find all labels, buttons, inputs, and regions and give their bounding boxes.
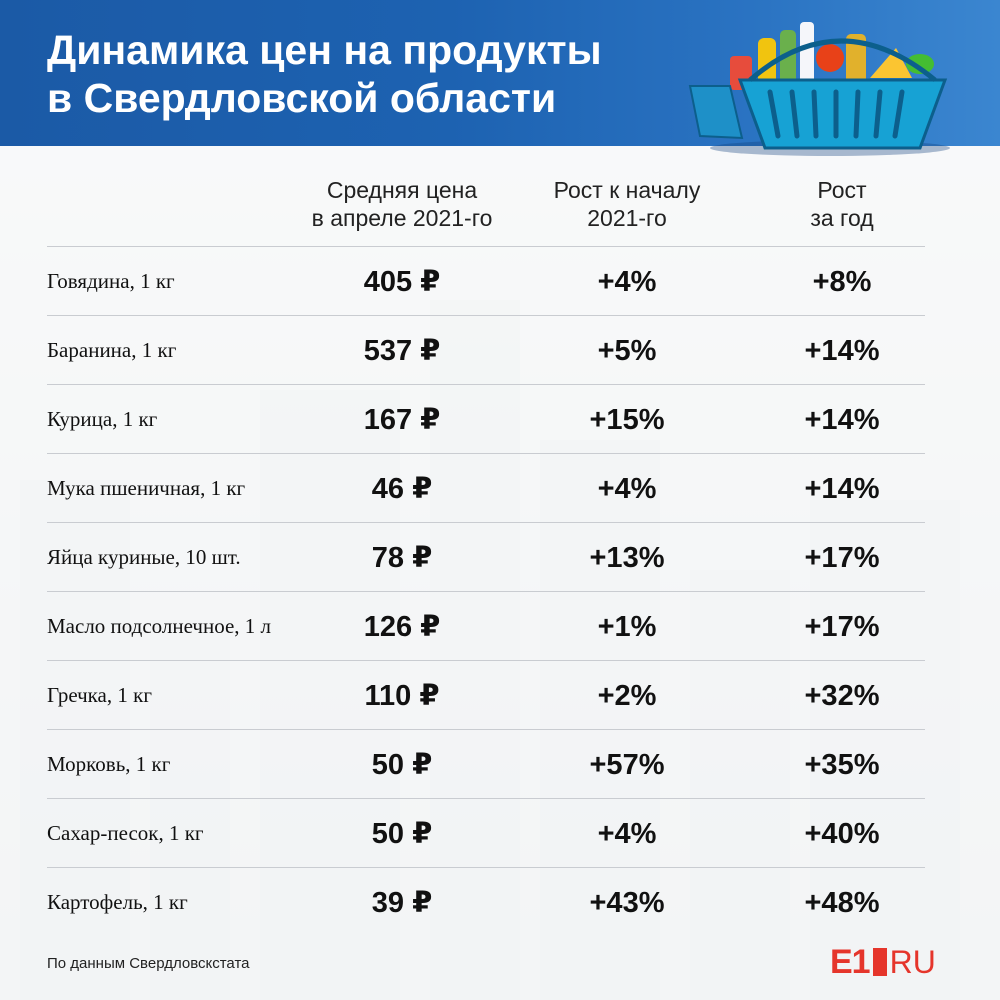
growth-start-value: +4% [597,473,657,505]
price-value: 110 ₽ [364,680,440,712]
product-name: Курица, 1 кг [47,407,158,431]
growth-year-value: +8% [812,266,872,298]
column-header-growth-start: Рост к началу 2021-го [553,177,701,231]
table-body: Говядина, 1 кг 405 ₽ +4% +8% Баранина, 1 кг 5… [47,247,925,936]
growth-year-value: +14% [804,473,880,505]
background-cityscape [0,146,1000,1000]
table-row: Курица, 1 кг 167 ₽ +15% +14% [47,385,925,454]
growth-year-value: +17% [804,542,880,574]
price-value: 46 ₽ [371,473,433,505]
product-name: Яйца куриные, 10 шт. [47,545,241,569]
price-value: 167 ₽ [363,404,441,436]
logo-square [872,948,887,976]
growth-year-value: +40% [804,818,880,850]
price-value: 126 ₽ [363,611,441,643]
title-line-1: Динамика цен на продукты [47,27,602,73]
growth-year-value: +14% [804,335,880,367]
table-row: Мука пшеничная, 1 кг 46 ₽ +4% +14% [47,454,925,523]
growth-year-value: +14% [804,404,880,436]
product-name: Морковь, 1 кг [47,752,171,776]
product-name: Мука пшеничная, 1 кг [47,476,246,500]
table-row: Баранина, 1 кг 537 ₽ +5% +14% [47,316,925,385]
source-note: По данным Свердловскстата [47,955,250,972]
price-value: 50 ₽ [371,749,433,781]
table-row: Гречка, 1 кг 110 ₽ +2% +32% [47,661,925,730]
grocery-basket-icon [688,22,950,156]
table-row: Сахар-песок, 1 кг 50 ₽ +4% +40% [47,799,925,868]
growth-start-value: +13% [589,542,665,574]
growth-start-value: +2% [597,680,657,712]
table-row: Картофель, 1 кг 39 ₽ +43% +48% [47,868,925,936]
table-row: Говядина, 1 кг 405 ₽ +4% +8% [47,247,925,316]
column-header-growth-year: Рост за год [810,177,874,231]
growth-year-value: +32% [804,680,880,712]
growth-year-value: +35% [804,749,880,781]
product-name: Сахар-песок, 1 кг [47,821,204,845]
header-banner: Динамика цен на продукты в Свердловской … [0,0,1000,146]
logo-ru: RU [889,944,936,980]
price-value: 405 ₽ [363,266,441,298]
price-value: 78 ₽ [371,542,433,574]
column-header-price: Средняя цена в апреле 2021-го [311,177,493,231]
product-name: Картофель, 1 кг [47,890,188,914]
growth-start-value: +4% [597,818,657,850]
growth-start-value: +57% [589,749,665,781]
title-line-2: в Свердловской области [47,75,557,121]
growth-start-value: +5% [597,335,657,367]
table-row: Морковь, 1 кг 50 ₽ +57% +35% [47,730,925,799]
product-name: Говядина, 1 кг [47,269,175,293]
growth-year-value: +48% [804,887,880,919]
table-row: Яйца куриные, 10 шт. 78 ₽ +13% +17% [47,523,925,592]
growth-year-value: +17% [804,611,880,643]
price-value: 537 ₽ [363,335,441,367]
table-header: Средняя цена в апреле 2021-го Рост к нач… [47,170,925,247]
page-title: Динамика цен на продукты в Свердловской … [47,26,602,122]
price-table: Средняя цена в апреле 2021-го Рост к нач… [47,170,925,936]
growth-start-value: +15% [589,404,665,436]
product-name: Гречка, 1 кг [47,683,152,707]
table-row: Масло подсолнечное, 1 л 126 ₽ +1% +17% [47,592,925,661]
price-value: 50 ₽ [371,818,433,850]
logo-e1: E1 [830,943,871,981]
growth-start-value: +1% [597,611,657,643]
growth-start-value: +43% [589,887,665,919]
price-value: 39 ₽ [371,887,433,919]
e1-logo: E1 RU [830,944,936,980]
growth-start-value: +4% [597,266,657,298]
product-name: Масло подсолнечное, 1 л [47,614,272,638]
product-name: Баранина, 1 кг [47,338,177,362]
